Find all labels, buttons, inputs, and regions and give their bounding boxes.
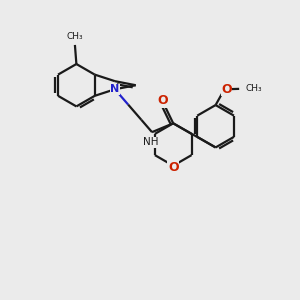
- Text: O: O: [157, 94, 168, 107]
- Text: NH: NH: [143, 137, 158, 147]
- Text: CH₃: CH₃: [67, 32, 83, 41]
- Text: O: O: [221, 83, 232, 96]
- Text: N: N: [110, 84, 119, 94]
- Text: O: O: [168, 161, 178, 174]
- Text: CH₃: CH₃: [245, 84, 262, 93]
